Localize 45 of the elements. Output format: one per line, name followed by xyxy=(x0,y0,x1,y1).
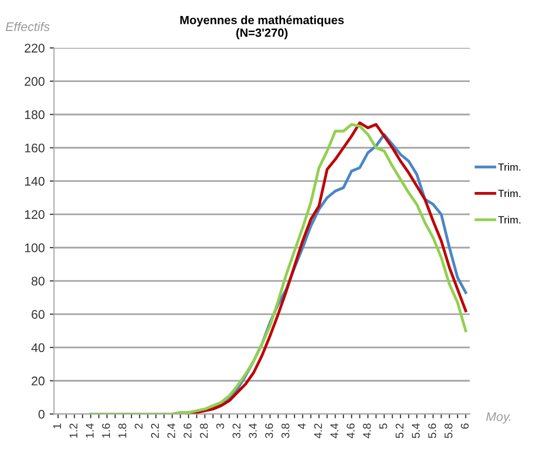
x-tick-label: 5.6 xyxy=(428,424,436,438)
x-tick-label: 1 xyxy=(53,424,61,428)
x-tick-label: 4.6 xyxy=(346,424,355,438)
y-tick-label: 60 xyxy=(32,310,44,319)
x-tick-label: 4.2 xyxy=(314,424,322,438)
x-tick-label: 1.2 xyxy=(69,424,78,438)
y-tick-label: 200 xyxy=(24,76,44,86)
y-tick-label: 220 xyxy=(24,44,44,53)
line-series xyxy=(89,123,468,414)
x-tick-label: 2.6 xyxy=(184,424,192,438)
x-tick-label: 1.8 xyxy=(118,424,126,438)
x-tick-label: 2.2 xyxy=(151,424,159,438)
x-tick-label: 4.4 xyxy=(330,423,338,438)
y-tick-label: 180 xyxy=(25,110,44,120)
y-tick-label: 100 xyxy=(25,243,44,252)
legend-label: Trim. xyxy=(498,163,520,171)
x-tick-label: 5 xyxy=(379,424,388,429)
x-axis-title: Moy. xyxy=(486,412,510,424)
y-tick-label: 40 xyxy=(31,343,44,352)
x-tick-label: 4.8 xyxy=(363,424,371,438)
y-axis-title: Effectifs xyxy=(6,22,50,32)
x-tick-label: 3.6 xyxy=(265,424,274,438)
x-tick-label: 1.4 xyxy=(86,423,94,438)
x-tick-label: 5.8 xyxy=(444,424,452,438)
y-tick-label: 80 xyxy=(32,276,44,286)
x-tick-label: 6 xyxy=(460,424,469,429)
x-tick-label: 2.4 xyxy=(167,423,176,438)
y-tick-label: 0 xyxy=(38,410,44,419)
x-tick-label: 5.2 xyxy=(396,424,404,438)
y-tick-label: 140 xyxy=(25,176,44,186)
x-tick-label: 4 xyxy=(298,423,306,429)
legend-label: Trim. xyxy=(498,190,520,198)
chart-title: Moyennes de mathématiques (N=3'270) xyxy=(180,15,344,40)
y-tick-label: 20 xyxy=(32,376,44,386)
y-tick-label: 160 xyxy=(25,144,44,152)
x-tick-label: 5.4 xyxy=(412,423,420,438)
x-tick-label: 3.2 xyxy=(232,424,240,438)
y-tick-label: 120 xyxy=(25,210,44,219)
x-tick-label: 3.4 xyxy=(248,423,257,438)
x-tick-label: 2.8 xyxy=(200,424,208,438)
x-tick-label: 3.8 xyxy=(281,424,290,438)
x-tick-label: 2 xyxy=(134,424,142,429)
x-tick-label: 1.6 xyxy=(102,424,110,438)
x-tick-label: 3 xyxy=(216,424,224,429)
legend-label: Trim. xyxy=(498,216,520,224)
